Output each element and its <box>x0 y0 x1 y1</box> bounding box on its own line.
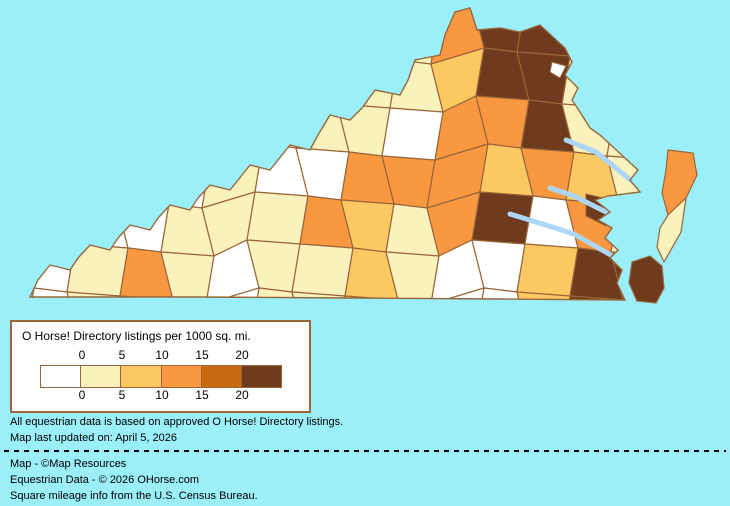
county-cell <box>291 8 354 57</box>
census-credit: Square mileage info from the U.S. Census… <box>10 490 258 502</box>
county-cell <box>30 287 80 300</box>
county-cell <box>30 8 76 53</box>
county-cell <box>156 155 211 209</box>
county-cell <box>30 47 80 101</box>
county-cell <box>119 247 174 300</box>
county-cell <box>250 287 305 300</box>
river-rappahannock <box>563 137 640 189</box>
virginia-beach-region <box>628 255 665 304</box>
tick-label: 15 <box>195 348 209 362</box>
legend-ticks-top: 0 5 10 15 20 <box>42 348 282 362</box>
legend-swatch <box>240 366 282 387</box>
county-cell <box>614 59 640 113</box>
county-cell <box>111 103 166 157</box>
legend-swatch <box>41 366 81 387</box>
county-cell <box>209 95 264 161</box>
tick-label: 5 <box>118 388 126 402</box>
county-cell <box>606 107 640 161</box>
county-cell <box>205 8 260 65</box>
legend-box: O Horse! Directory listings per 1000 sq.… <box>10 320 311 413</box>
county-cell <box>246 8 301 53</box>
county-cell <box>291 243 354 297</box>
county-cell <box>606 155 640 209</box>
last-updated-note: Map last updated on: April 5, 2026 <box>10 432 177 444</box>
county-arlington <box>549 61 567 79</box>
legend-swatch <box>120 366 161 387</box>
county-cell <box>30 191 84 245</box>
legend-swatch <box>200 366 241 387</box>
county-cell <box>246 191 309 245</box>
county-cell <box>389 299 444 300</box>
county-cell <box>561 295 624 300</box>
tick-label: 10 <box>155 388 169 402</box>
county-cell <box>115 151 170 205</box>
county-cell <box>164 59 219 113</box>
county-cell <box>291 291 346 300</box>
county-cell <box>160 251 215 300</box>
county-cell <box>344 8 399 61</box>
legend-color-ramp <box>40 365 282 388</box>
eastern-shore-south <box>656 196 687 264</box>
county-cell <box>291 51 346 105</box>
county-cell <box>381 107 444 161</box>
dashed-separator <box>4 450 726 452</box>
county-cell <box>119 8 174 61</box>
county-cell <box>569 8 624 61</box>
legend-swatch <box>80 366 121 387</box>
county-cell <box>516 291 571 300</box>
county-cell <box>30 143 84 197</box>
data-source-note: All equestrian data is based on approved… <box>10 416 344 428</box>
tick-label: 0 <box>78 388 86 402</box>
state-outline <box>28 7 642 301</box>
county-cell <box>160 11 215 65</box>
county-cell <box>66 291 121 300</box>
county-cell <box>66 243 129 297</box>
map-credit: Map - ©Map Resources <box>10 458 127 470</box>
county-cell <box>205 47 260 113</box>
county-cell <box>475 287 530 300</box>
legend-swatch <box>160 366 201 387</box>
county-cell <box>295 99 350 153</box>
county-cell <box>344 247 399 300</box>
county-cell <box>66 8 129 57</box>
tick-label: 15 <box>195 388 209 402</box>
county-cell <box>430 287 485 300</box>
tick-label: 10 <box>155 348 169 362</box>
county-cell <box>74 195 129 249</box>
tick-label: 5 <box>118 348 126 362</box>
county-cell <box>70 147 125 201</box>
legend-title: O Horse! Directory listings per 1000 sq.… <box>22 329 251 343</box>
county-cell <box>610 11 640 65</box>
county-cell <box>66 51 121 105</box>
county-cell <box>569 247 624 300</box>
river-james <box>507 211 619 261</box>
county-cell <box>30 95 80 149</box>
tick-label: 20 <box>235 348 249 362</box>
county-cell <box>156 107 219 161</box>
county-cell <box>70 99 125 153</box>
tick-label: 0 <box>78 348 86 362</box>
river-york <box>547 185 613 217</box>
county-cell <box>250 95 305 149</box>
county-cell <box>516 243 579 297</box>
county-cell <box>336 295 399 300</box>
county-cell <box>111 55 174 109</box>
data-credit: Equestrian Data - © 2026 OHorse.com <box>10 474 200 486</box>
tick-label: 20 <box>235 388 249 402</box>
county-cell <box>610 203 640 257</box>
county-cell <box>385 251 440 300</box>
county-cell <box>205 287 260 300</box>
legend-ticks-bottom: 0 5 10 15 20 <box>42 388 282 402</box>
county-cell <box>614 299 640 300</box>
county-cell <box>250 47 305 101</box>
